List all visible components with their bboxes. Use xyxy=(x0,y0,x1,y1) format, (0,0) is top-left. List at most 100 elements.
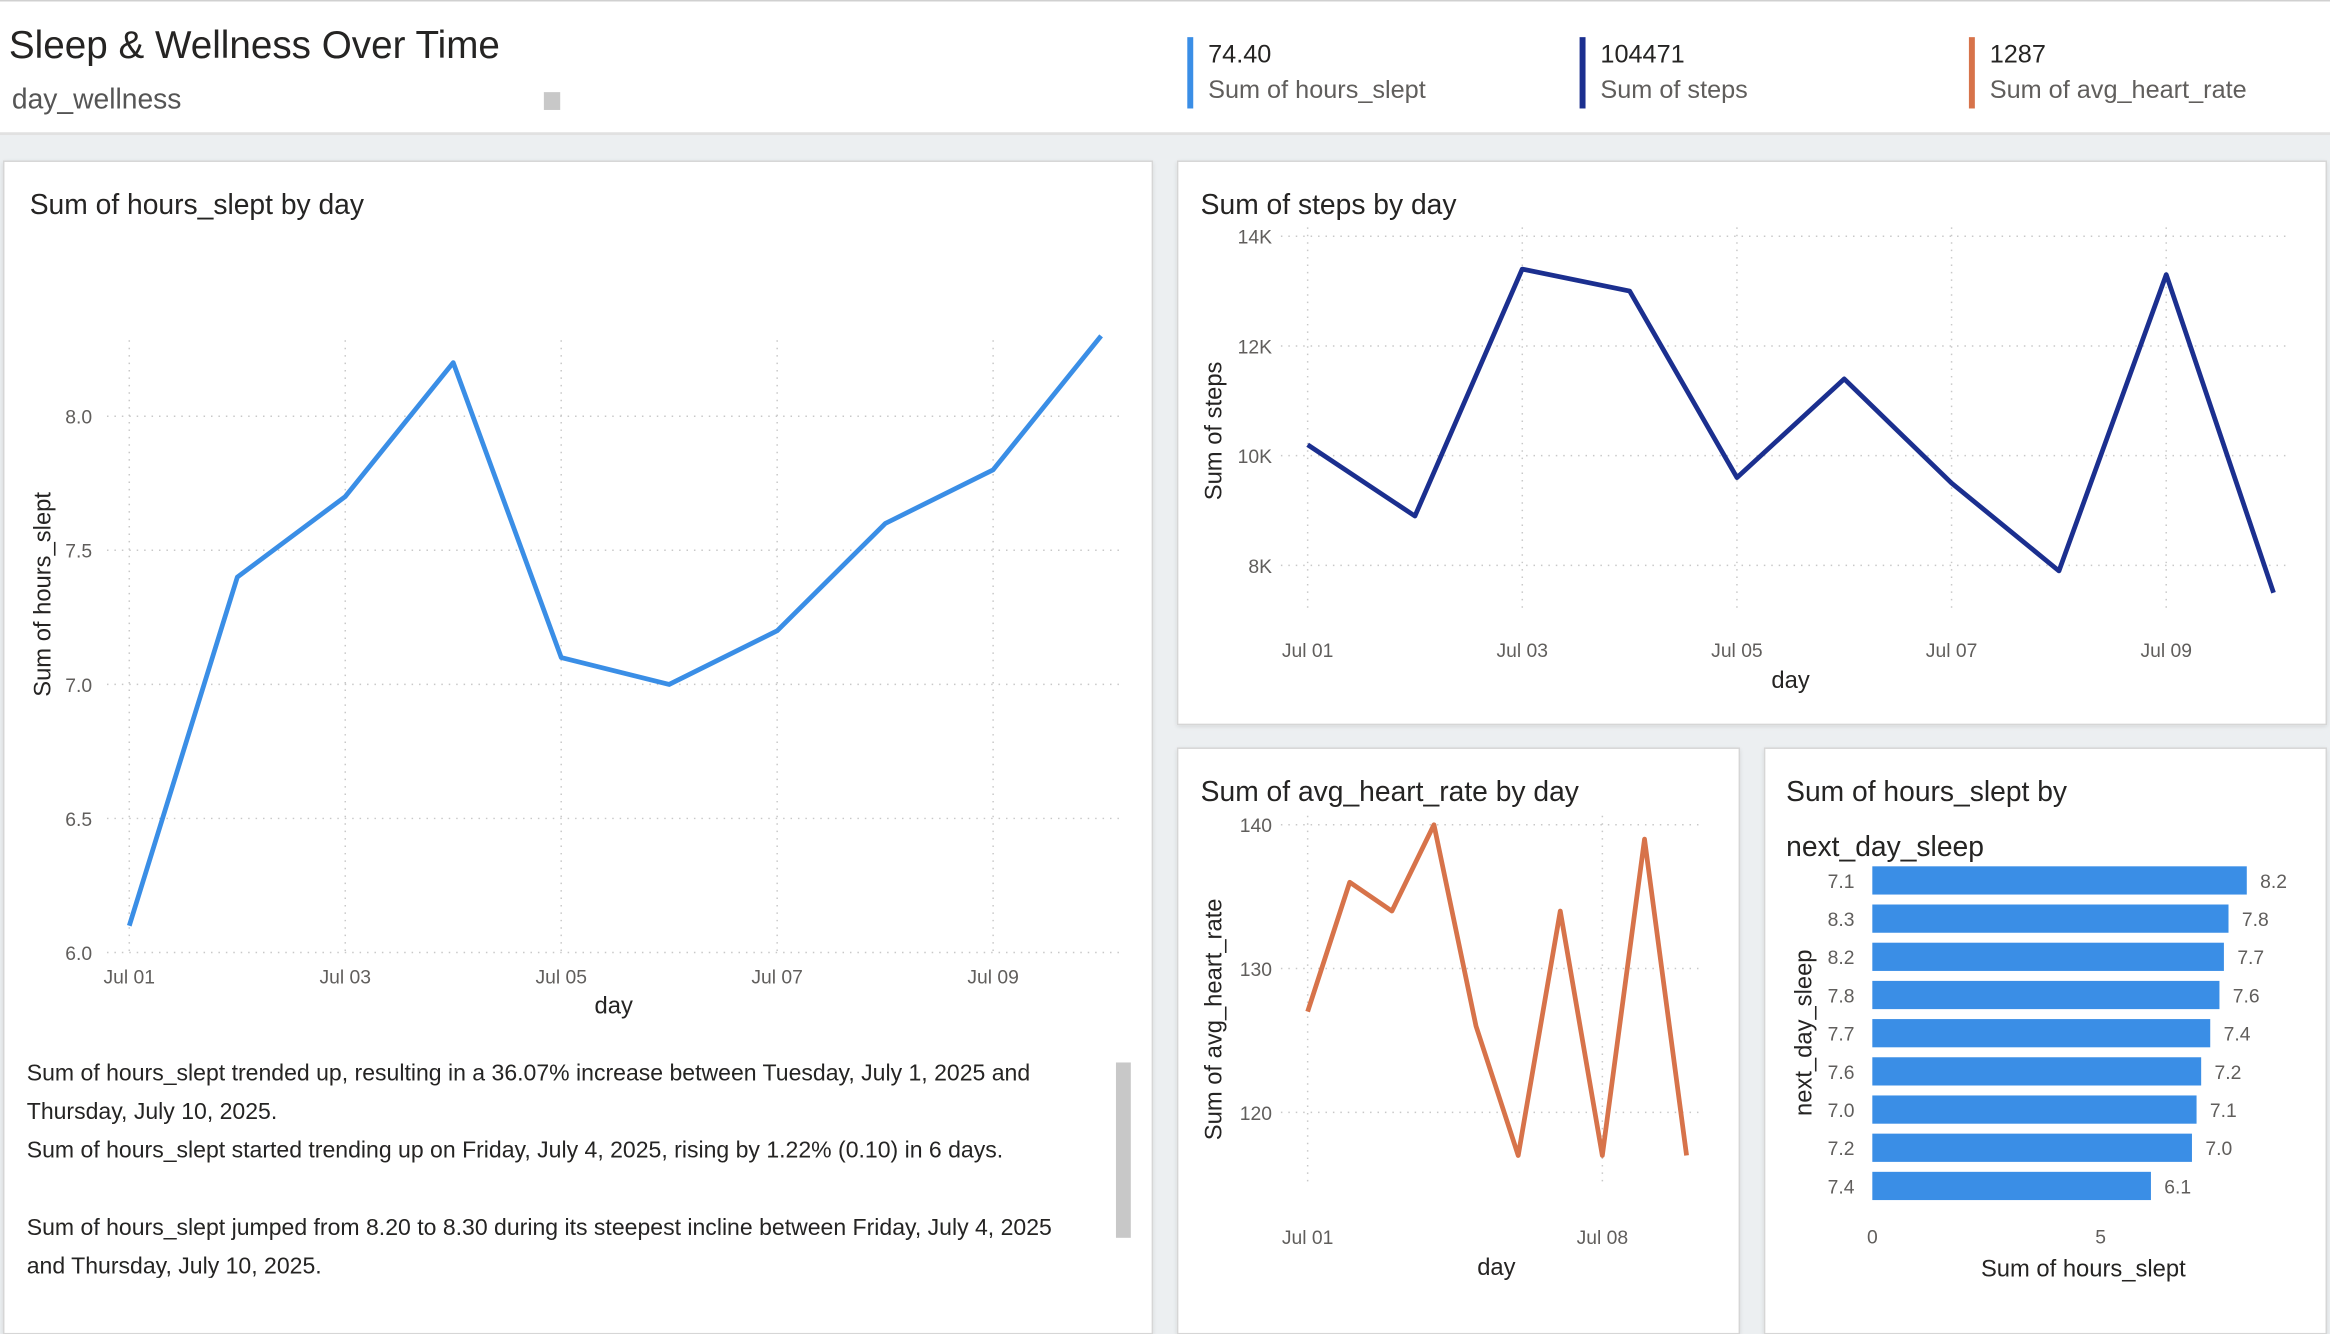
y-tick-label: 6.0 xyxy=(65,944,92,965)
narrative-line: Sum of hours_slept started trending up o… xyxy=(26,1138,1004,1164)
narrative-scrollbar[interactable] xyxy=(1115,1062,1131,1238)
data-point xyxy=(1556,907,1565,916)
smart-narrative: Sum of hours_slept trended up, resulting… xyxy=(27,1055,1119,1278)
data-point xyxy=(1430,820,1439,829)
bar xyxy=(1872,1057,2202,1086)
series-line xyxy=(127,334,1103,927)
data-point xyxy=(449,358,458,367)
y-axis-title: next_day_sleep xyxy=(1790,949,1817,1116)
category-label: 7.8 xyxy=(1828,986,1855,1007)
header-bar: Sleep & Wellness Over Time day_wellness … xyxy=(0,0,2330,136)
y-tick-label: 120 xyxy=(1240,1104,1272,1125)
data-label: 6.1 xyxy=(2164,1177,2191,1198)
data-point xyxy=(773,626,782,635)
chart-title: Sum of hours_slept by xyxy=(1786,777,2068,809)
x-tick-label: 5 xyxy=(2095,1228,2106,1249)
x-tick-label: Jul 08 xyxy=(1577,1228,1629,1249)
bar xyxy=(1872,1095,2197,1124)
narrative-line: and Thursday, July 10, 2025. xyxy=(26,1254,322,1278)
x-tick-label: 0 xyxy=(1867,1228,1878,1249)
kpi-label: Sum of steps xyxy=(1600,75,1748,105)
x-tick-label: Jul 01 xyxy=(1282,1228,1333,1249)
data-point xyxy=(1947,479,1956,488)
kpi-color-bar xyxy=(1579,37,1586,109)
data-point xyxy=(2269,588,2278,597)
series-line xyxy=(1306,266,2276,594)
heart-rate-line-chart[interactable]: 120 130 140 Jul 01 Jul 08 day Sum of avg_heart… xyxy=(1177,802,1740,1307)
next-day-sleep-bar-chart[interactable]: 7.1 8.2 8.3 7.8 8.2 7.7 7.8 7.6 7.7 7.4 7.6 7.2 7.0 7… xyxy=(1764,854,2327,1307)
x-tick-label: Jul 07 xyxy=(751,968,802,989)
x-tick-label: Jul 03 xyxy=(319,968,371,989)
x-tick-label: Jul 09 xyxy=(967,968,1019,989)
data-point xyxy=(1387,907,1396,916)
bar xyxy=(1872,904,2229,933)
data-label: 7.1 xyxy=(2210,1101,2237,1122)
x-axis-title: day xyxy=(1477,1254,1515,1281)
chart-title: Sum of steps by day xyxy=(1200,190,1457,222)
x-axis-title: day xyxy=(1771,667,1809,694)
data-label: 7.6 xyxy=(2233,986,2260,1007)
category-label: 7.2 xyxy=(1828,1139,1855,1160)
data-point xyxy=(881,519,890,528)
chart-title-line2: next_day_sleep xyxy=(1786,832,1984,864)
data-point xyxy=(1640,835,1649,844)
series-line xyxy=(1305,822,1689,1158)
y-tick-label: 8K xyxy=(1248,557,1272,578)
x-tick-label: Jul 09 xyxy=(2140,641,2191,662)
data-point xyxy=(1625,287,1634,296)
data-point xyxy=(2162,270,2171,279)
bar xyxy=(1872,980,2220,1010)
page-title: Sleep & Wellness Over Time xyxy=(8,22,500,67)
slicer-handle[interactable] xyxy=(543,92,561,110)
y-tick-label: 130 xyxy=(1240,960,1272,981)
hours-slept-line-chart[interactable]: 6.0 6.5 7.0 7.5 8.0 Jul 01 Jul 03 Jul 05 Jul 07 J… xyxy=(0,223,1159,1055)
kpi-value: 74.40 xyxy=(1208,40,1272,69)
kpi-steps[interactable]: 104471 Sum of steps xyxy=(1579,37,1748,109)
y-tick-label: 14K xyxy=(1238,228,1272,249)
kpi-hours-slept[interactable]: 74.40 Sum of hours_slept xyxy=(1187,37,1426,109)
category-label: 8.2 xyxy=(1828,948,1855,969)
data-point xyxy=(2054,566,2063,575)
steps-card[interactable]: Sum of steps by day xyxy=(1176,160,2328,726)
category-label: 8.3 xyxy=(1828,910,1855,931)
x-axis-title: day xyxy=(595,992,633,1019)
hours-slept-card[interactable]: Sum of hours_slept by day xyxy=(2,160,1154,1334)
category-label: 7.6 xyxy=(1828,1063,1855,1084)
y-axis-title: Sum of avg_heart_rate xyxy=(1200,898,1227,1140)
x-axis-title: Sum of hours_slept xyxy=(1981,1255,2186,1282)
data-point xyxy=(1682,1151,1691,1160)
data-point xyxy=(1840,374,1849,383)
kpi-color-bar xyxy=(1968,37,1975,109)
y-tick-label: 6.5 xyxy=(65,810,92,831)
bar xyxy=(1872,1019,2211,1048)
data-label: 7.2 xyxy=(2214,1063,2241,1084)
data-point xyxy=(989,465,998,474)
data-label: 7.7 xyxy=(2237,948,2264,969)
kpi-label: Sum of hours_slept xyxy=(1208,75,1426,105)
data-point xyxy=(1097,331,1106,340)
chart-title: Sum of hours_slept by day xyxy=(29,190,365,222)
x-tick-label: Jul 07 xyxy=(1926,641,1977,662)
data-label: 8.2 xyxy=(2260,872,2287,893)
bar xyxy=(1872,1133,2192,1162)
narrative-line: Thursday, July 10, 2025. xyxy=(26,1099,278,1125)
chart-title: Sum of avg_heart_rate by day xyxy=(1200,777,1579,809)
data-label: 7.8 xyxy=(2242,910,2269,931)
narrative-line: Sum of hours_slept jumped from 8.20 to 8… xyxy=(26,1215,1052,1241)
bar xyxy=(1872,1171,2151,1201)
x-tick-label: Jul 03 xyxy=(1497,641,1548,662)
category-label: 7.1 xyxy=(1828,872,1855,893)
data-point xyxy=(557,653,566,662)
category-label: 7.7 xyxy=(1828,1025,1855,1046)
data-label: 7.0 xyxy=(2205,1139,2232,1160)
kpi-avg-heart-rate[interactable]: 1287 Sum of avg_heart_rate xyxy=(1968,37,2247,109)
category-label: 7.0 xyxy=(1828,1101,1855,1122)
steps-line-chart[interactable]: 8K 10K 12K 14K Jul 01 Jul 03 Jul 05 Jul 07 Jul 0… xyxy=(1177,215,2327,720)
data-point xyxy=(1345,878,1354,887)
category-label: 7.4 xyxy=(1828,1177,1855,1198)
y-tick-label: 10K xyxy=(1238,447,1272,468)
y-axis-title: Sum of hours_slept xyxy=(30,492,57,697)
kpi-label: Sum of avg_heart_rate xyxy=(1989,75,2247,105)
narrative-line: Sum of hours_slept trended up, resulting… xyxy=(26,1060,1031,1087)
y-tick-label: 140 xyxy=(1240,816,1272,837)
